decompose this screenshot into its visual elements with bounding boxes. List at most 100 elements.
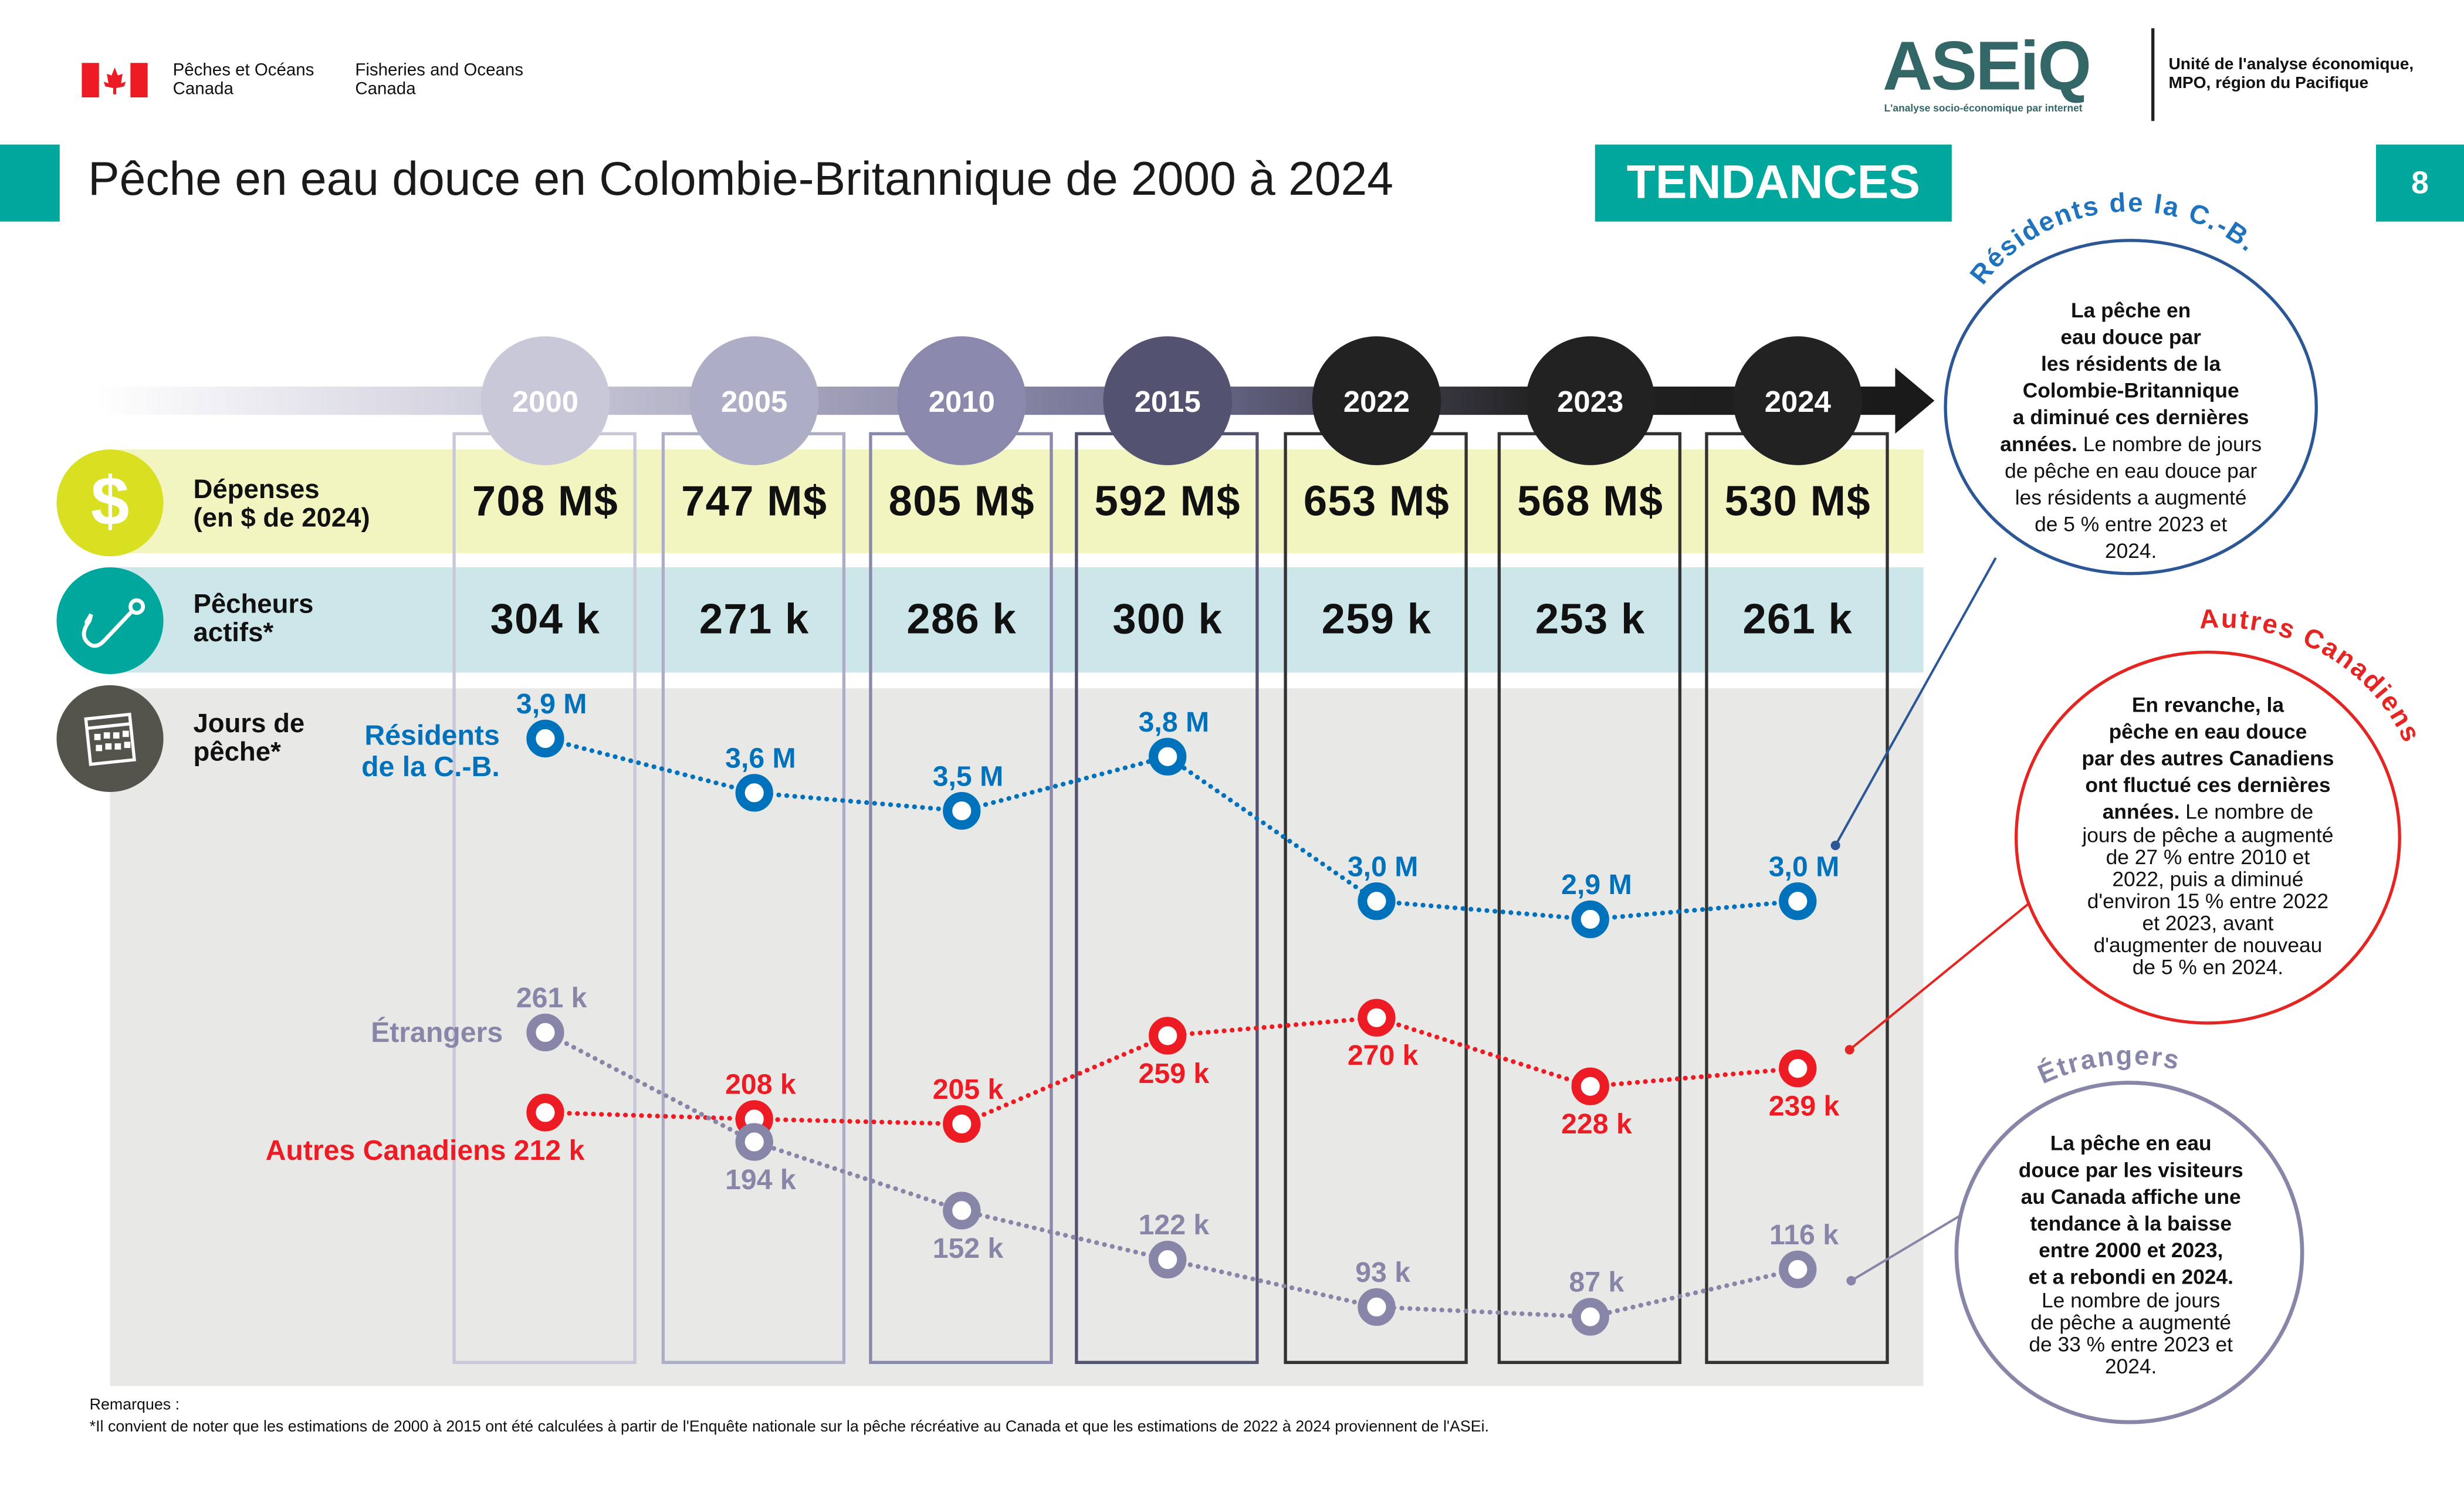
unit-line1: Unité de l'analyse économique, xyxy=(2168,55,2414,74)
spending-label-line2: (en $ de 2024) xyxy=(193,503,370,533)
canadians-data-label: 205 k xyxy=(933,1074,1004,1105)
spending-value: 592 M$ xyxy=(1094,478,1241,525)
foreigners-point xyxy=(1149,1240,1187,1279)
page-title: Pêche en eau douce en Colombie-Britanniq… xyxy=(88,154,1393,206)
residents-data-label: 3,0 M xyxy=(1769,851,1840,882)
foreigners-callout-text: La pêche en eau douce par les visiteurs au… xyxy=(2018,1131,2243,1379)
foreigners-point xyxy=(526,1013,564,1051)
anglers-value: 259 k xyxy=(1321,595,1432,643)
canadians-point xyxy=(1571,1067,1609,1105)
foreigners-point xyxy=(1358,1288,1396,1326)
residents-data-label: 3,9 M xyxy=(516,688,587,720)
foreigners-data-label: 116 k xyxy=(1769,1219,1839,1251)
residents-label-line2: de la C.-B. xyxy=(361,751,500,783)
foreigners-data-label: 261 k xyxy=(516,982,587,1014)
foreigners-point xyxy=(1779,1250,1817,1288)
anglers-value: 261 k xyxy=(1742,595,1853,643)
year-marker xyxy=(689,336,819,465)
unit-line2: MPO, région du Pacifique xyxy=(2168,73,2369,93)
canadians-callout-bold: En revanche, la pêche en eau douce par des… xyxy=(2081,693,2334,824)
page-number: 8 xyxy=(2376,144,2464,222)
canadians-data-label: 228 k xyxy=(1561,1108,1632,1140)
canadians-callout-text: En revanche, la pêche en eau douce par des… xyxy=(2081,693,2334,979)
anglers-value: 304 k xyxy=(490,595,601,643)
residents-connector xyxy=(1834,557,1997,847)
canadians-point xyxy=(1358,999,1396,1037)
tendances-badge: TENDANCES xyxy=(1595,144,1952,222)
residents-point xyxy=(943,792,981,830)
spending-value: 653 M$ xyxy=(1303,478,1450,525)
dollar-icon: $ xyxy=(56,449,164,557)
year-marker xyxy=(897,336,1027,465)
anglers-value: 253 k xyxy=(1535,595,1646,643)
residents-connector-dot xyxy=(1830,841,1840,851)
anglers-label-line2: actifs* xyxy=(193,617,274,648)
foreigners-point xyxy=(1571,1298,1609,1336)
residents-point xyxy=(1779,882,1817,920)
residents-data-label: 3,6 M xyxy=(725,742,796,774)
canadians-point xyxy=(1149,1017,1187,1055)
canadians-connector xyxy=(1849,902,2030,1051)
year-label: 2024 xyxy=(1765,385,1832,418)
residents-data-label: 2,9 M xyxy=(1561,869,1632,901)
year-label: 2005 xyxy=(721,385,787,418)
year-label: 2015 xyxy=(1135,385,1201,418)
spending-row-label: Dépenses (en $ de 2024) xyxy=(193,474,370,533)
spending-label-line1: Dépenses xyxy=(193,474,320,505)
year-label: 2023 xyxy=(1557,385,1623,418)
foreigners-data-label: 152 k xyxy=(933,1233,1004,1264)
fish-hook-icon xyxy=(56,567,164,675)
days-label-line2: pêche* xyxy=(193,737,281,767)
foreigners-data-label: 87 k xyxy=(1569,1267,1624,1298)
timeline-arrowhead-icon xyxy=(1895,367,1935,434)
spending-value: 530 M$ xyxy=(1724,478,1871,525)
logo-text: ASEiQ xyxy=(1882,28,2091,106)
anglers-value: 300 k xyxy=(1112,595,1223,643)
anglers-label-line1: Pêcheurs xyxy=(193,589,314,620)
residents-point xyxy=(1571,900,1609,939)
spending-value: 708 M$ xyxy=(472,478,619,525)
aseiq-logo: ASEiQ xyxy=(1882,28,2091,107)
foreigners-data-label: 122 k xyxy=(1139,1209,1210,1241)
residents-point xyxy=(526,719,564,758)
logo-tagline: L'analyse socio-économique par internet xyxy=(1884,103,2083,115)
dept-en-line1: Fisheries and Oceans xyxy=(355,61,523,80)
anglers-row-label: Pêcheurs actifs* xyxy=(193,589,314,648)
year-label: 2022 xyxy=(1343,385,1410,418)
residents-data-label: 3,5 M xyxy=(933,760,1004,792)
foreigners-callout-circle xyxy=(1954,1081,2304,1424)
spending-row-band xyxy=(110,449,1924,553)
canadians-point xyxy=(943,1105,981,1143)
canadians-data-label: 259 k xyxy=(1139,1058,1210,1089)
foreigners-connector xyxy=(1850,1212,1965,1282)
year-marker xyxy=(1525,336,1655,465)
year-label: 2010 xyxy=(929,385,995,418)
year-marker xyxy=(1733,336,1863,465)
year-label: 2000 xyxy=(512,385,578,418)
residents-data-label: 3,0 M xyxy=(1348,851,1419,882)
anglers-value: 271 k xyxy=(699,595,810,643)
foreigners-callout-bold: La pêche en eau douce par les visiteurs au… xyxy=(2018,1131,2243,1289)
residents-series-label: Résidents de la C.-B. xyxy=(361,720,500,783)
header-divider xyxy=(2151,28,2155,121)
anglers-value: 286 k xyxy=(906,595,1017,643)
canada-flag-icon xyxy=(82,63,148,98)
residents-point xyxy=(735,774,773,812)
year-marker xyxy=(1312,336,1441,465)
notes-heading: Remarques : xyxy=(89,1397,180,1414)
canadians-point xyxy=(1779,1049,1817,1088)
year-marker xyxy=(480,336,610,465)
days-row-band xyxy=(110,688,1924,1386)
residents-callout-circle xyxy=(1944,239,2318,576)
canadians-data-label: 270 k xyxy=(1348,1040,1419,1071)
dept-fr-line2: Canada xyxy=(172,80,233,99)
foreigners-series-label: Étrangers xyxy=(371,1017,503,1048)
residents-label-line1: Résidents xyxy=(364,720,499,752)
notes-text: *Il convient de noter que les estimation… xyxy=(89,1419,1490,1437)
dept-fr-line1: Pêches et Océans xyxy=(172,61,314,80)
residents-callout-text: La pêche en eau douce par les résidents de… xyxy=(2000,298,2262,563)
residents-data-label: 3,8 M xyxy=(1139,706,1210,738)
canadians-series-label: Autres Canadiens 212 k xyxy=(266,1135,585,1166)
foreigners-data-label: 194 k xyxy=(725,1164,796,1196)
